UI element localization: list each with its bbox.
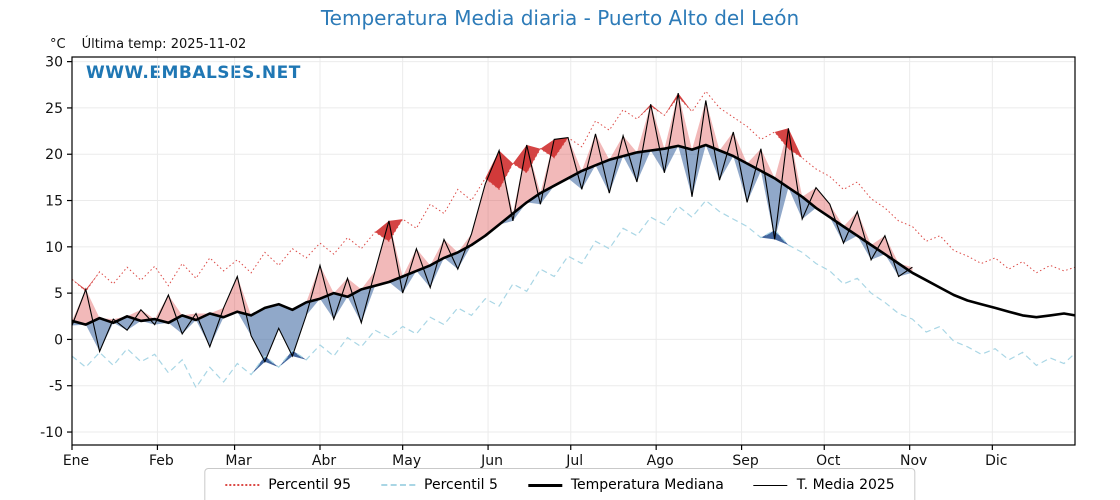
- p5-line-sample-icon: [381, 484, 416, 486]
- legend-label-p95: Percentil 95: [268, 477, 352, 493]
- svg-text:Ene: Ene: [63, 453, 89, 468]
- svg-text:Dic: Dic: [985, 453, 1007, 468]
- svg-text:Mar: Mar: [225, 453, 252, 468]
- svg-text:10: 10: [45, 240, 63, 256]
- legend-label-t2025: T. Media 2025: [796, 477, 895, 493]
- legend-item-percentil-95: Percentil 95: [225, 477, 351, 493]
- svg-text:0: 0: [54, 332, 63, 348]
- svg-text:25: 25: [45, 101, 63, 117]
- svg-text:Feb: Feb: [149, 453, 174, 468]
- watermark-text: WWW.EMBALSES.NET: [86, 63, 301, 83]
- plot-canvas: -10 -5 0 5 10 15 20 25 30 Ene Feb Mar Abr May Jun Jul Ag…: [40, 55, 1076, 468]
- chart-meta: °C Última temp: 2025-11-02: [50, 37, 246, 52]
- legend-item-mediana: Temperatura Mediana: [527, 477, 724, 493]
- legend-item-percentil-5: Percentil 5: [381, 477, 498, 493]
- svg-text:-5: -5: [49, 379, 63, 395]
- svg-text:5: 5: [54, 286, 63, 302]
- chart-legend: Percentil 95 Percentil 5 Temperatura Med…: [204, 468, 916, 500]
- median-line-sample-icon: [527, 483, 562, 487]
- t2025-line-sample-icon: [753, 484, 788, 486]
- svg-text:20: 20: [45, 147, 63, 163]
- p95-line-sample-icon: [225, 484, 260, 486]
- svg-text:Jun: Jun: [480, 453, 503, 468]
- last-temp-annotation: Última temp: 2025-11-02: [81, 37, 247, 52]
- svg-text:Jul: Jul: [565, 453, 583, 468]
- svg-text:Ago: Ago: [647, 453, 674, 468]
- svg-text:-10: -10: [40, 425, 63, 441]
- legend-item-t-media-2025: T. Media 2025: [753, 477, 895, 493]
- chart-title: Temperatura Media diaria - Puerto Alto d…: [320, 6, 800, 30]
- svg-text:30: 30: [45, 55, 63, 71]
- svg-text:Nov: Nov: [900, 453, 927, 468]
- svg-text:15: 15: [45, 194, 63, 210]
- svg-text:May: May: [392, 453, 421, 468]
- legend-label-mediana: Temperatura Mediana: [570, 477, 724, 493]
- y-axis-unit-label: °C: [50, 37, 66, 52]
- svg-text:Abr: Abr: [312, 453, 336, 468]
- svg-text:Oct: Oct: [816, 453, 841, 468]
- svg-text:Sep: Sep: [732, 453, 759, 468]
- legend-label-p5: Percentil 5: [424, 477, 498, 493]
